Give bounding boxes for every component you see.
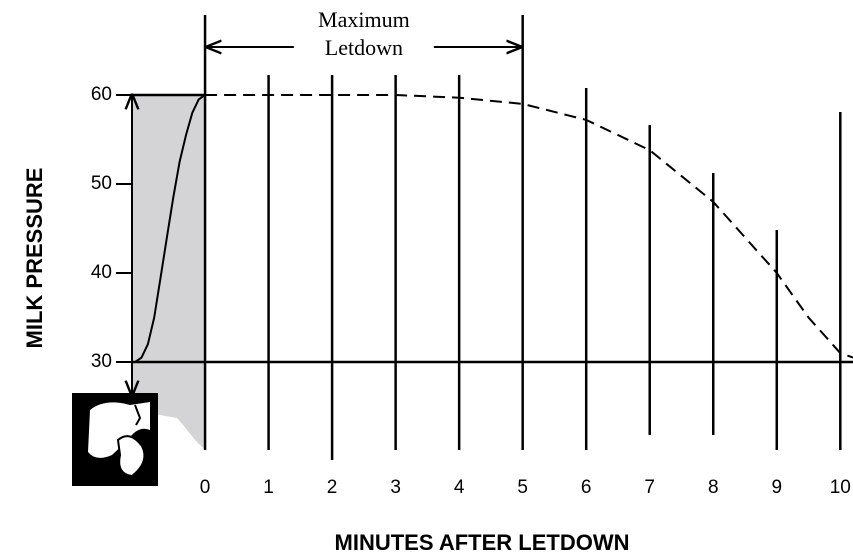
curve: [205, 95, 853, 358]
x-tick-label: 4: [454, 477, 465, 498]
annotation: Maximum: [318, 7, 410, 32]
y-tick-label: 30: [91, 351, 112, 372]
x-tick-label: 5: [517, 477, 528, 498]
x-tick-label: 10: [830, 477, 851, 498]
x-tick-label: 1: [263, 477, 274, 498]
icon: [72, 393, 158, 486]
chart: MILK PRESSURE MINUTES AFTER LETDOWN Maxi…: [0, 0, 853, 556]
x-tick-label: 0: [200, 477, 211, 498]
x-tick-label: 3: [390, 477, 401, 498]
y-tick-label: 40: [91, 262, 112, 283]
annotation: Letdown: [325, 35, 403, 60]
x-tick-label: 9: [771, 477, 782, 498]
x-axis-label: MINUTES AFTER LETDOWN: [335, 530, 630, 555]
y-axis-label: MILK PRESSURE: [22, 168, 47, 349]
x-tick-label: 7: [644, 477, 655, 498]
y-tick-label: 60: [91, 84, 112, 105]
y-tick-label: 50: [91, 173, 112, 194]
page: MILK PRESSURE MINUTES AFTER LETDOWN Maxi…: [0, 0, 853, 556]
x-tick-label: 2: [327, 477, 338, 498]
x-tick-label: 6: [581, 477, 592, 498]
x-tick-label: 8: [708, 477, 719, 498]
